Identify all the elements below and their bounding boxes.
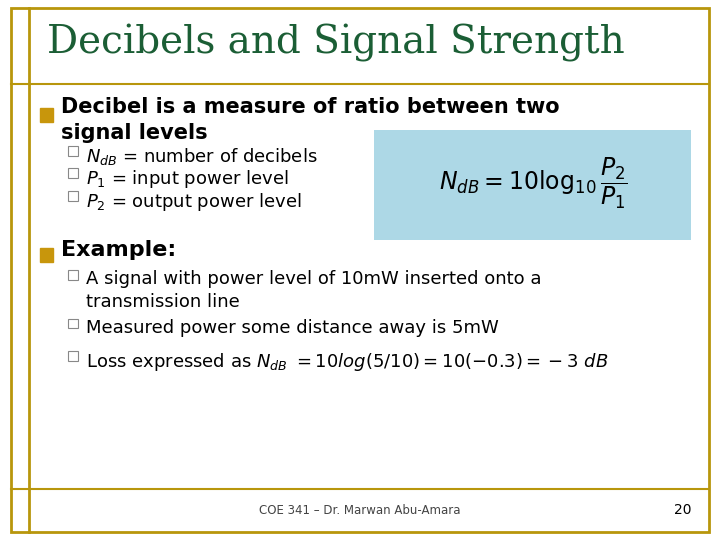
Text: $N_{dB} = 10\log_{10}\dfrac{P_2}{P_1}$: $N_{dB} = 10\log_{10}\dfrac{P_2}{P_1}$ xyxy=(438,156,627,212)
Bar xyxy=(40,108,53,122)
Bar xyxy=(68,351,78,361)
Text: $P_1$ = input power level: $P_1$ = input power level xyxy=(86,168,289,191)
Bar xyxy=(68,319,78,328)
Bar xyxy=(40,248,53,262)
Text: Decibel is a measure of ratio between two
signal levels: Decibel is a measure of ratio between tw… xyxy=(61,97,560,143)
Text: $N_{dB}$ = number of decibels: $N_{dB}$ = number of decibels xyxy=(86,146,318,167)
Text: A signal with power level of 10mW inserted onto a
transmission line: A signal with power level of 10mW insert… xyxy=(86,270,542,311)
Text: Decibels and Signal Strength: Decibels and Signal Strength xyxy=(47,24,624,62)
Bar xyxy=(68,191,78,201)
Text: COE 341 – Dr. Marwan Abu-Amara: COE 341 – Dr. Marwan Abu-Amara xyxy=(259,504,461,517)
FancyBboxPatch shape xyxy=(374,130,691,240)
Text: Loss expressed as $N_{dB}$ $=10log(5/10)=10(-0.3)=-3$ $dB$: Loss expressed as $N_{dB}$ $=10log(5/10)… xyxy=(86,351,608,373)
Text: 20: 20 xyxy=(674,503,691,517)
Bar xyxy=(68,146,78,156)
Text: Measured power some distance away is 5mW: Measured power some distance away is 5mW xyxy=(86,319,499,336)
Text: Example:: Example: xyxy=(61,240,176,260)
Text: $P_2$ = output power level: $P_2$ = output power level xyxy=(86,191,302,213)
Bar xyxy=(68,168,78,178)
Bar xyxy=(68,270,78,280)
